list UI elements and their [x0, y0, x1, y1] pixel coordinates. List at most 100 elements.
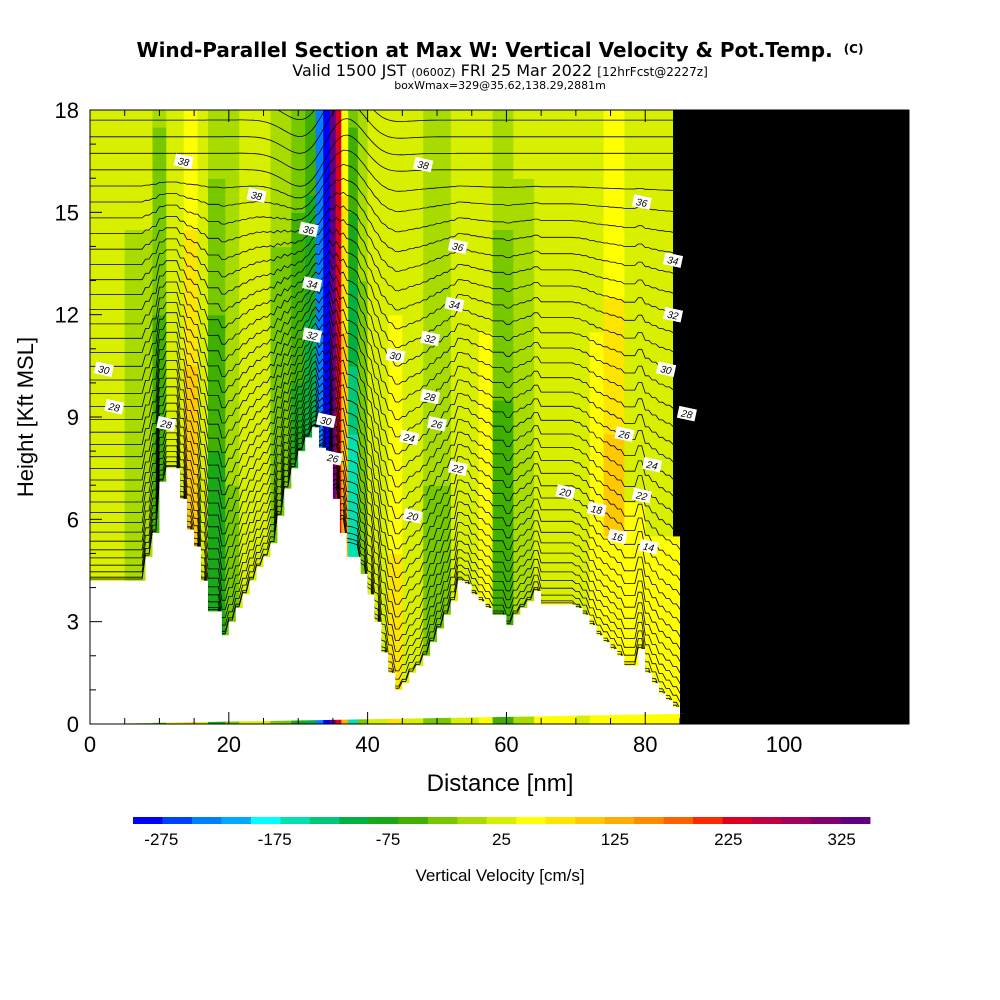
velocity-cell	[784, 689, 813, 708]
velocity-cell	[388, 331, 403, 350]
velocity-cell	[839, 689, 875, 708]
velocity-cell	[341, 434, 349, 452]
velocity-cell	[562, 570, 591, 589]
velocity-cell	[330, 365, 337, 384]
velocity-cell	[166, 246, 185, 265]
velocity-cell	[357, 178, 369, 196]
velocity-cell	[166, 348, 185, 367]
velocity-cell	[367, 127, 389, 145]
velocity-cell	[534, 212, 563, 230]
contour-labels: 38 38 38 36 36 36 34 34 34 32 32 32 30 30 30 30 28 28 28 28…	[93, 153, 697, 555]
velocity-cell	[291, 382, 306, 401]
colorbar-swatch	[722, 817, 753, 824]
velocity-cell	[90, 519, 126, 537]
velocity-cell	[492, 110, 514, 128]
velocity-cell	[589, 212, 605, 230]
velocity-cell	[728, 178, 757, 196]
velocity-cell	[305, 399, 317, 418]
velocity-cell	[450, 280, 480, 299]
velocity-cell	[756, 689, 785, 708]
velocity-cell	[348, 127, 359, 145]
velocity-cell	[330, 110, 337, 128]
colorbar-tick-label: 25	[492, 830, 511, 849]
velocity-cell	[492, 195, 514, 213]
velocity-cell	[315, 195, 324, 213]
velocity-cell	[423, 314, 452, 333]
terrain	[90, 427, 687, 724]
velocity-cell	[839, 502, 875, 520]
velocity-cell	[450, 263, 480, 282]
velocity-cell	[874, 689, 909, 708]
velocity-cell	[305, 246, 317, 265]
velocity-cell	[839, 178, 875, 196]
velocity-cell	[784, 246, 813, 265]
velocity-cell	[402, 519, 424, 537]
velocity-cell	[341, 348, 349, 367]
theta-contour	[90, 309, 684, 466]
velocity-cell	[367, 195, 389, 213]
velocity-cell	[728, 127, 757, 145]
velocity-cell	[562, 280, 591, 299]
velocity-cell	[357, 468, 369, 486]
velocity-cell	[728, 212, 757, 230]
velocity-cell	[673, 621, 702, 640]
velocity-cell	[784, 621, 813, 640]
velocity-cell	[330, 229, 337, 248]
velocity-cell	[811, 263, 841, 282]
velocity-cell	[341, 417, 349, 435]
velocity-cell	[624, 314, 646, 333]
velocity-cell	[197, 178, 209, 196]
contour-label-text: 32	[305, 330, 319, 343]
contour-label: 20	[402, 508, 423, 524]
velocity-cell	[388, 502, 403, 520]
velocity-cell	[673, 229, 702, 248]
velocity-cell	[728, 365, 757, 384]
velocity-cell	[492, 434, 514, 452]
velocity-cell	[756, 638, 785, 657]
velocity-cell	[728, 331, 757, 350]
velocity-cell	[335, 331, 342, 350]
contour-label-text: 28	[422, 391, 437, 404]
velocity-cell	[388, 110, 403, 128]
contour-label-bg	[426, 416, 448, 432]
contour-label-bg	[447, 460, 468, 476]
velocity-cell	[728, 246, 757, 265]
velocity-cell	[208, 553, 226, 572]
velocity-cell	[492, 451, 514, 469]
x-tick-label: 60	[494, 732, 518, 757]
y-tick-label: 6	[67, 507, 79, 532]
contour-label-bg	[662, 252, 684, 268]
velocity-cell	[291, 280, 306, 299]
contour-label-bg	[413, 156, 434, 173]
velocity-cell	[402, 110, 424, 128]
contour-label-text: 38	[177, 156, 191, 169]
velocity-cell	[388, 280, 403, 299]
velocity-cell	[874, 536, 909, 555]
contour-label: 26	[426, 416, 448, 432]
velocity-cell	[305, 144, 317, 162]
velocity-cell	[700, 621, 730, 640]
velocity-cell	[330, 280, 337, 299]
velocity-cell	[589, 417, 605, 435]
velocity-cell	[225, 365, 240, 384]
velocity-cell	[728, 161, 757, 179]
contour-label-bg	[614, 426, 635, 442]
colorbar-swatch	[752, 817, 782, 824]
velocity-cell	[124, 468, 154, 486]
velocity-cell	[784, 706, 813, 724]
contour-label: 34	[302, 276, 323, 292]
contour-label-bg	[104, 399, 125, 415]
velocity-cell	[700, 348, 730, 367]
velocity-cell	[589, 434, 605, 452]
velocity-cell	[197, 365, 209, 384]
contour-label-text: 28	[679, 408, 694, 421]
contour-label: 28	[156, 416, 177, 432]
velocity-cell	[152, 365, 167, 384]
contour-label-text: 38	[250, 190, 264, 203]
velocity-cell	[603, 348, 625, 367]
velocity-cell	[197, 417, 209, 435]
velocity-cell	[811, 655, 841, 674]
velocity-cell	[700, 553, 730, 572]
velocity-cell	[700, 706, 730, 724]
velocity-cell	[874, 672, 909, 691]
